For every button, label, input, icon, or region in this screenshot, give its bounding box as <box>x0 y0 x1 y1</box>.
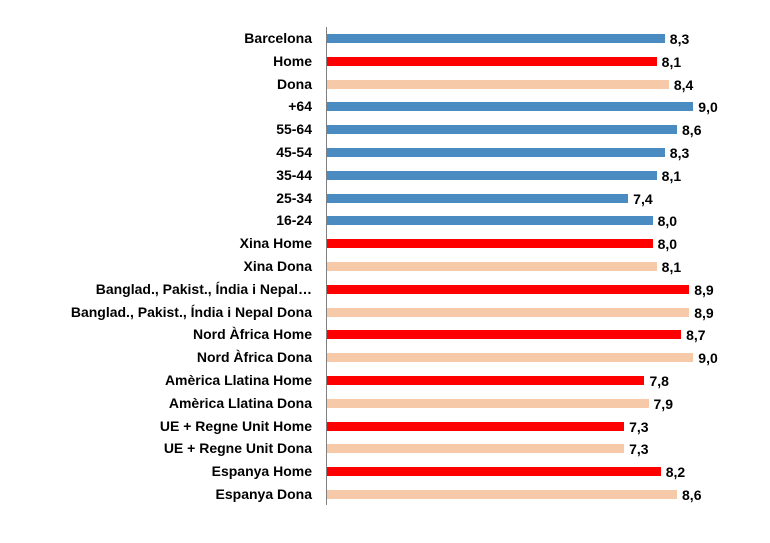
category-label: Espanya Home <box>211 463 312 480</box>
value-label: 7,3 <box>629 418 649 435</box>
bar <box>327 284 690 294</box>
value-label: 8,7 <box>686 327 706 344</box>
bar <box>327 398 649 408</box>
value-label: 7,8 <box>649 373 669 389</box>
bar-row: +64 9,0 <box>0 96 770 116</box>
value-label: 8,6 <box>682 122 702 139</box>
category-label: 16-24 <box>276 212 312 229</box>
value-label: 7,9 <box>653 395 673 412</box>
bar-row: UE + Regne Unit Dona 7,3 <box>0 438 770 458</box>
category-label: Nord Àfrica Dona <box>196 349 312 366</box>
bar-row: Banglad., Pakist., Índia i Nepal Dona 8,9 <box>0 302 770 322</box>
value-label: 8,1 <box>661 167 682 184</box>
bar <box>327 170 657 180</box>
category-label: Banglad., Pakist., Índia i Nepal Dona <box>70 303 312 320</box>
bar <box>327 239 653 249</box>
bar <box>327 56 657 66</box>
value-label: 8,9 <box>694 281 714 298</box>
bar-row: Nord Àfrica Dona 9,0 <box>0 347 770 367</box>
bar-row: Banglad., Pakist., Índia i Nepal… 8,9 <box>0 279 770 299</box>
value-label: 8,6 <box>682 487 702 503</box>
bar <box>327 490 678 499</box>
category-label: +64 <box>288 98 312 115</box>
bar-row: Espanya Home 8,2 <box>0 461 770 481</box>
category-label: Amèrica Llatina Dona <box>168 394 312 411</box>
category-label: Home <box>273 52 312 69</box>
bar <box>327 307 690 317</box>
category-label: Espanya Dona <box>215 486 312 502</box>
category-label: 45-54 <box>276 144 312 160</box>
bar-row: Dona 8,4 <box>0 74 770 94</box>
bar <box>327 467 661 477</box>
bar-row: Espanya Dona 8,6 <box>0 484 770 504</box>
category-label: Xina Dona <box>243 258 312 274</box>
bar <box>327 444 625 454</box>
value-label: 7,3 <box>629 441 649 458</box>
category-label: Nord Àfrica Home <box>192 326 312 343</box>
value-label: 8,1 <box>661 53 682 70</box>
bar-row: Home 8,1 <box>0 51 770 71</box>
value-label: 8,3 <box>669 31 690 47</box>
bar <box>327 148 665 157</box>
bar-row: 45-54 8,3 <box>0 142 770 162</box>
bar-row: 25-34 7,4 <box>0 188 770 208</box>
bar <box>327 34 665 43</box>
value-label: 8,9 <box>694 304 714 321</box>
bar <box>327 193 629 203</box>
bar <box>327 353 694 363</box>
category-label: Banglad., Pakist., Índia i Nepal… <box>95 280 312 297</box>
bar <box>327 376 645 385</box>
category-label: UE + Regne Unit Dona <box>163 440 312 457</box>
category-label: UE + Regne Unit Home <box>159 417 312 434</box>
category-label: Amèrica Llatina Home <box>164 372 312 388</box>
value-label: 9,0 <box>698 99 718 116</box>
value-label: 8,3 <box>669 145 690 161</box>
bar <box>327 421 625 431</box>
bar <box>327 216 653 226</box>
value-label: 8,0 <box>657 236 678 253</box>
value-label: 8,1 <box>661 259 682 275</box>
value-label: 8,2 <box>665 464 686 481</box>
bar-row: Nord Àfrica Home 8,7 <box>0 324 770 344</box>
y-axis-line <box>326 27 327 505</box>
value-label: 9,0 <box>698 350 718 367</box>
category-label: 55-64 <box>276 121 312 138</box>
value-label: 8,0 <box>657 213 678 230</box>
value-label: 7,4 <box>633 190 653 207</box>
category-label: 25-34 <box>276 189 312 206</box>
category-label: Dona <box>277 75 312 92</box>
bar <box>327 330 682 340</box>
bar <box>327 262 657 271</box>
bar-row: Xina Home 8,0 <box>0 233 770 253</box>
bar <box>327 79 669 89</box>
bar <box>327 125 678 135</box>
bar <box>327 102 694 112</box>
bar-row: Barcelona 8,3 <box>0 28 770 48</box>
category-label: Xina Home <box>239 235 312 252</box>
bar-row: 16-24 8,0 <box>0 210 770 230</box>
bar-row: Xina Dona 8,1 <box>0 256 770 276</box>
category-label: Barcelona <box>244 30 312 46</box>
bar-row: Amèrica Llatina Dona 7,9 <box>0 393 770 413</box>
bar-row: 35-44 8,1 <box>0 165 770 185</box>
value-label: 8,4 <box>673 76 694 93</box>
bar-row: 55-64 8,6 <box>0 119 770 139</box>
bar-row: Amèrica Llatina Home 7,8 <box>0 370 770 390</box>
bar-row: UE + Regne Unit Home 7,3 <box>0 416 770 436</box>
category-label: 35-44 <box>276 166 312 183</box>
